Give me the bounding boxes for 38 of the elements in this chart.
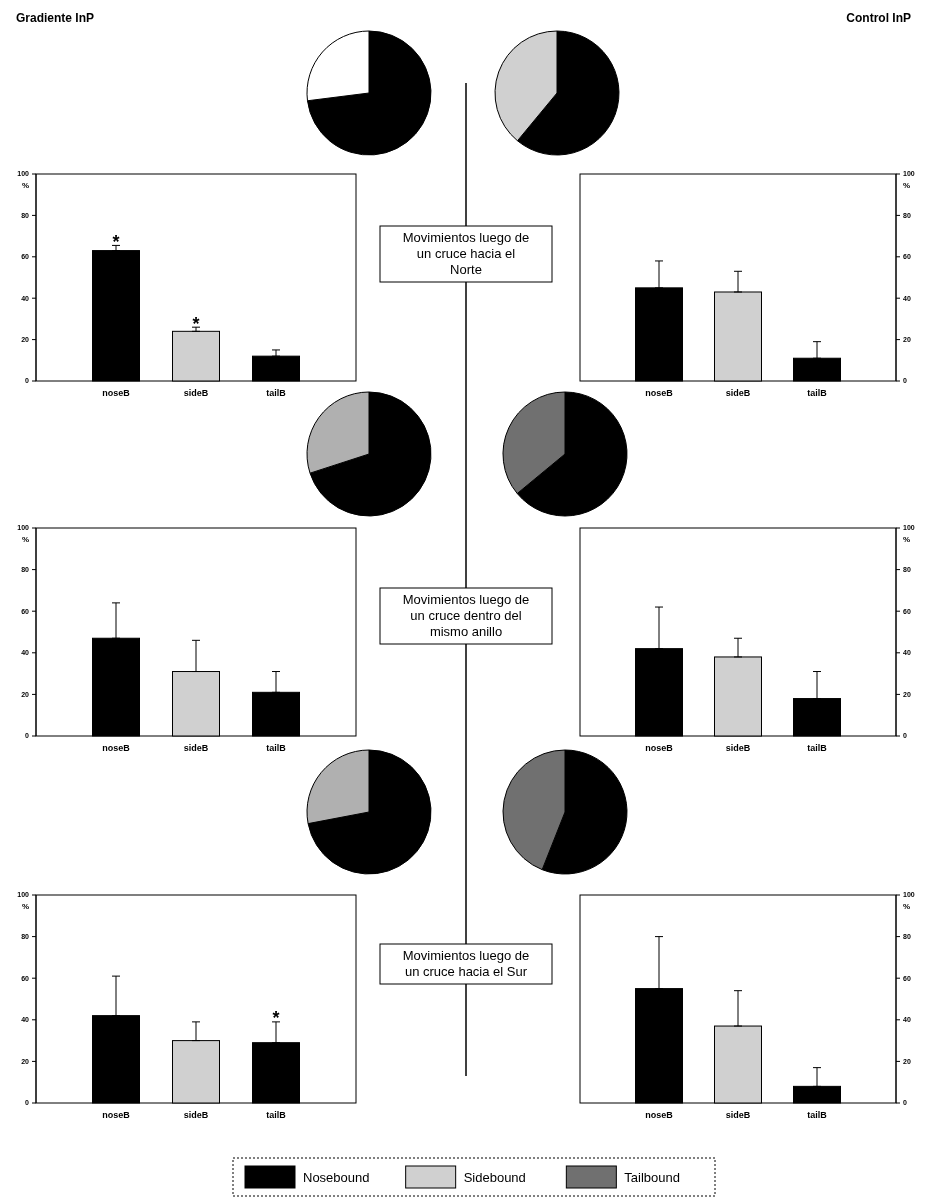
x-tick-label: sideB xyxy=(183,388,209,398)
category-label: Nosebound xyxy=(303,1169,370,1185)
text: Movimientos luego de un cruce hacia el Norte xyxy=(402,230,530,277)
x-tick-label: noseB xyxy=(645,388,674,398)
x-tick-label: tailB xyxy=(266,743,287,753)
x-tick-label: noseB xyxy=(102,1110,131,1120)
category-label: Tailbound xyxy=(624,1169,680,1185)
y-axis-title: % xyxy=(903,535,911,544)
category-label: Sidebound xyxy=(463,1169,526,1185)
text: Movimientos luego de un cruce hacia el Sur xyxy=(402,948,530,979)
x-tick-label: tailB xyxy=(807,743,828,753)
x-tick-label: noseB xyxy=(645,743,674,753)
data-label: * xyxy=(192,313,200,334)
x-tick-label: noseB xyxy=(102,743,131,753)
x-tick-label: sideB xyxy=(725,1110,751,1120)
data-label: * xyxy=(272,1008,280,1029)
text: Movimientos luego de un cruce dentro del mismo anillo xyxy=(402,592,530,639)
pie-slice xyxy=(309,391,432,517)
x-tick-label: tailB xyxy=(266,1110,287,1120)
x-tick-label: noseB xyxy=(102,388,131,398)
y-axis-title: % xyxy=(21,181,29,190)
y-axis-title: % xyxy=(903,902,911,911)
x-tick-label: tailB xyxy=(266,388,287,398)
chart-title: Gradiente InP xyxy=(16,11,95,25)
x-tick-label: sideB xyxy=(183,1110,209,1120)
x-tick-label: sideB xyxy=(725,388,751,398)
x-tick-label: sideB xyxy=(725,743,751,753)
data-label: * xyxy=(112,231,120,252)
x-tick-label: tailB xyxy=(807,1110,828,1120)
x-tick-label: tailB xyxy=(807,388,828,398)
y-axis-title: % xyxy=(21,902,29,911)
chart-title: Control InP xyxy=(846,11,911,25)
y-axis-title: % xyxy=(903,181,911,190)
y-axis-title: % xyxy=(21,535,29,544)
pie-slice xyxy=(306,30,432,156)
pie-slice xyxy=(307,749,432,875)
x-tick-label: sideB xyxy=(183,743,209,753)
x-tick-label: noseB xyxy=(645,1110,674,1120)
